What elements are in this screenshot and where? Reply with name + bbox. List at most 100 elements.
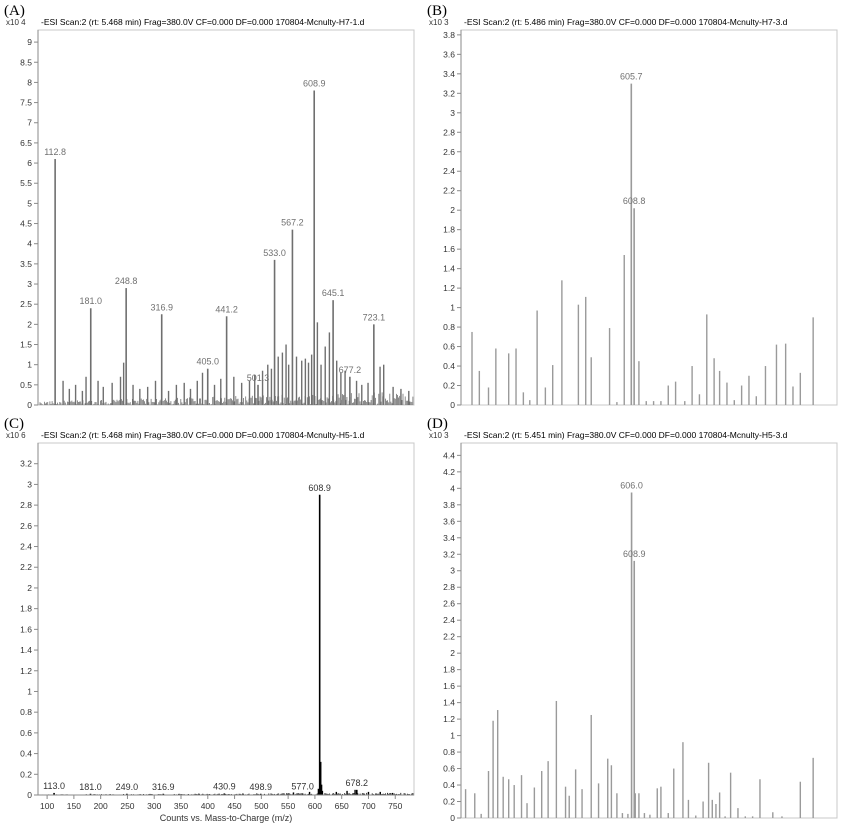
y-tick-label: 7 — [27, 118, 32, 128]
y-tick-label: 2.6 — [443, 147, 455, 157]
y-tick-label: 0 — [450, 400, 455, 410]
peak-label: 567.2 — [281, 218, 304, 228]
y-tick-label: 3 — [27, 479, 32, 489]
x-tick-label: 400 — [201, 801, 215, 811]
peak-label: 112.8 — [44, 147, 66, 157]
y-tick-label: 0.4 — [443, 780, 455, 790]
x-tick-label: 350 — [174, 801, 188, 811]
peak-label: 405.0 — [196, 357, 219, 367]
y-tick-label: 4 — [27, 239, 32, 249]
y-tick-label: 0.6 — [443, 342, 455, 352]
y-tick-label: 5 — [27, 198, 32, 208]
x-tick-label: 450 — [227, 801, 241, 811]
y-tick-label: 0.2 — [443, 381, 455, 391]
y-tick-label: 1 — [27, 360, 32, 370]
y-tick-label: 1.6 — [20, 624, 32, 634]
peak-label: 608.8 — [623, 196, 646, 206]
y-tick-label: 5.5 — [20, 178, 32, 188]
peak-label: 608.9 — [303, 78, 326, 88]
y-tick-label: 3.4 — [443, 69, 455, 79]
y-tick-label: 3 — [450, 566, 455, 576]
y-tick-label: 2.8 — [20, 500, 32, 510]
x-tick-label: 700 — [361, 801, 375, 811]
y-tick-label: 2.8 — [443, 127, 455, 137]
scan-header: -ESI Scan:2 (rt: 5.451 min) Frag=380.0V … — [464, 430, 788, 440]
peak-label: 645.1 — [322, 288, 345, 298]
y-tick-label: 1.8 — [443, 225, 455, 235]
y-tick-label: 9 — [27, 37, 32, 47]
y-scale-factor: x10 3 — [429, 18, 449, 27]
x-tick-label: 200 — [94, 801, 108, 811]
y-tick-label: 0 — [450, 813, 455, 823]
y-tick-label: 8 — [27, 77, 32, 87]
y-tick-label: 0.4 — [20, 749, 32, 759]
y-scale-factor: x10 3 — [429, 431, 449, 440]
peak-label: 501.3 — [247, 373, 270, 383]
peak-label: 249.0 — [116, 782, 139, 792]
y-tick-label: 3.5 — [20, 259, 32, 269]
x-tick-label: 500 — [254, 801, 268, 811]
y-tick-label: 3.4 — [443, 533, 455, 543]
y-tick-label: 1.8 — [20, 604, 32, 614]
spectrum-chart-a: (A) -ESI Scan:2 (rt: 5.468 min) Frag=380.… — [4, 3, 415, 410]
y-tick-label: 1.8 — [443, 665, 455, 675]
peak-label: 723.1 — [363, 312, 386, 322]
y-tick-label: 3 — [27, 279, 32, 289]
spectrum-chart-c: (C) -ESI Scan:2 (rt: 5.468 min) Frag=380.… — [4, 416, 415, 823]
y-tick-label: 2.2 — [443, 186, 455, 196]
y-tick-label: 0.8 — [443, 747, 455, 757]
y-tick-label: 0.2 — [20, 769, 32, 779]
y-tick-label: 1.2 — [443, 714, 455, 724]
y-tick-label: 2.2 — [20, 562, 32, 572]
y-scale-factor: x10 6 — [6, 431, 26, 440]
y-tick-label: 3.2 — [20, 459, 32, 469]
peak-label: 677.2 — [339, 365, 362, 375]
y-tick-label: 2 — [450, 648, 455, 658]
y-tick-label: 2.5 — [20, 299, 32, 309]
y-tick-label: 3 — [450, 108, 455, 118]
spectrum-chart-d: (D) -ESI Scan:2 (rt: 5.451 min) Frag=380.… — [427, 416, 838, 823]
peak-label: 181.0 — [79, 296, 102, 306]
y-tick-label: 1.6 — [443, 244, 455, 254]
y-tick-label: 2.6 — [443, 599, 455, 609]
y-tick-label: 1.6 — [443, 681, 455, 691]
plot-area — [460, 442, 838, 819]
peak-label: 430.9 — [213, 781, 236, 791]
scan-header: -ESI Scan:2 (rt: 5.486 min) Frag=380.0V … — [464, 17, 788, 27]
y-tick-label: 3.8 — [443, 500, 455, 510]
spectrum-chart-b: (B) -ESI Scan:2 (rt: 5.486 min) Frag=380.… — [427, 3, 838, 410]
y-tick-label: 1 — [450, 303, 455, 313]
y-tick-label: 0.2 — [443, 797, 455, 807]
panel-a: (A) -ESI Scan:2 (rt: 5.468 min) Frag=380.… — [0, 0, 416, 410]
panel-label: (D) — [427, 416, 448, 432]
y-tick-label: 1.2 — [20, 666, 32, 676]
peak-label: 316.9 — [150, 302, 173, 312]
panel-label: (B) — [427, 3, 447, 19]
x-tick-label: 600 — [308, 801, 322, 811]
panel-c: (C) -ESI Scan:2 (rt: 5.468 min) Frag=380.… — [0, 413, 416, 823]
y-tick-label: 6.5 — [20, 138, 32, 148]
y-tick-label: 1.5 — [20, 340, 32, 350]
x-tick-label: 250 — [120, 801, 134, 811]
x-tick-label: 150 — [67, 801, 81, 811]
y-tick-label: 0 — [27, 400, 32, 410]
y-tick-label: 0.8 — [443, 322, 455, 332]
y-tick-label: 1.4 — [20, 645, 32, 655]
x-tick-label: 750 — [388, 801, 402, 811]
y-tick-label: 2 — [450, 205, 455, 215]
x-tick-label: 650 — [335, 801, 349, 811]
peak-label: 678.2 — [346, 778, 369, 788]
y-tick-label: 3.2 — [443, 88, 455, 98]
y-tick-label: 3.6 — [443, 49, 455, 59]
peak-label: 608.9 — [623, 549, 646, 559]
x-tick-label: 100 — [40, 801, 54, 811]
y-tick-label: 0.4 — [443, 361, 455, 371]
peak-label: 577.0 — [291, 781, 314, 791]
y-tick-label: 3.6 — [443, 516, 455, 526]
y-tick-label: 4 — [450, 483, 455, 493]
y-tick-label: 0.5 — [20, 380, 32, 390]
plot-area — [460, 29, 838, 406]
panel-b: (B) -ESI Scan:2 (rt: 5.486 min) Frag=380.… — [423, 0, 839, 410]
plot-area — [37, 442, 415, 796]
